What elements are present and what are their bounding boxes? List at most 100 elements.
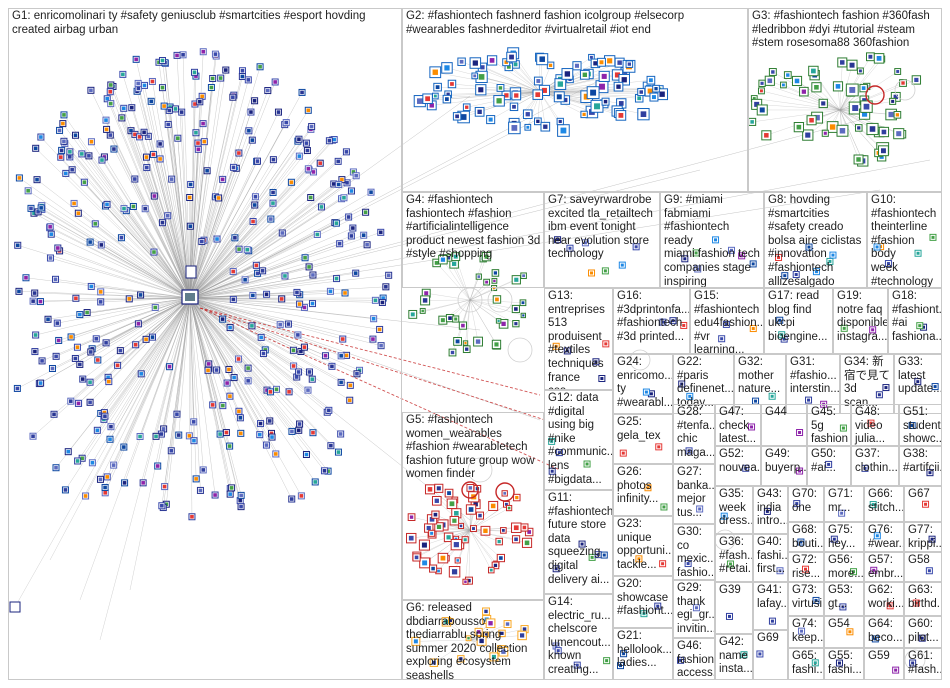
- edge-line: [159, 143, 191, 299]
- node-icon: [493, 271, 498, 275]
- group-label-g21: G21: hellolook... ladies...: [617, 630, 672, 670]
- edge-line: [189, 292, 297, 299]
- group-cell-g11: G11: #fashiontech future store data sque…: [544, 490, 613, 594]
- node-icon: [637, 557, 641, 561]
- node-icon: [105, 96, 110, 101]
- node-icon: [862, 98, 867, 103]
- group-label-g42: G42: name insta...: [719, 636, 753, 676]
- node-icon: [160, 220, 165, 225]
- group-label-g36: G36: #fash... #retai...: [719, 536, 753, 576]
- node-icon: [729, 248, 733, 252]
- node-icon: [205, 168, 209, 173]
- node-icon: [752, 97, 756, 100]
- group-cell-g7: G7: saveyrwardrobe excited tla_retailtec…: [544, 192, 660, 288]
- node-icon: [468, 507, 474, 512]
- node-icon: [70, 167, 74, 172]
- node-icon: [596, 553, 600, 557]
- node-icon: [868, 54, 873, 59]
- edge-line: [469, 529, 492, 571]
- group-label-g48: G48: video julia...: [855, 406, 886, 446]
- node-icon: [431, 566, 435, 571]
- node-icon: [227, 367, 231, 372]
- node-icon: [88, 240, 92, 244]
- node-icon: [112, 147, 116, 151]
- node-icon: [634, 245, 638, 249]
- node-icon: [291, 364, 296, 368]
- node-icon: [507, 506, 511, 510]
- node-icon: [646, 486, 650, 490]
- edge-line: [189, 297, 325, 471]
- edge-line: [55, 279, 191, 299]
- edge-line: [100, 297, 191, 303]
- node-icon: [446, 256, 451, 260]
- node-icon: [379, 343, 383, 348]
- node-icon: [56, 338, 61, 343]
- node-icon: [340, 177, 344, 182]
- node-icon: [781, 83, 785, 87]
- group-cell-g42: G42: name insta...: [715, 634, 753, 680]
- node-icon: [78, 312, 82, 317]
- node-icon: [339, 380, 343, 385]
- edge-line: [189, 297, 260, 435]
- node-icon: [765, 509, 769, 513]
- node-icon: [62, 113, 66, 117]
- node-icon: [228, 492, 232, 496]
- node-icon: [409, 515, 414, 519]
- edge-line: [469, 299, 497, 301]
- node-icon: [206, 362, 211, 366]
- node-icon: [879, 245, 883, 249]
- node-icon: [827, 462, 831, 466]
- node-icon: [911, 661, 915, 665]
- group-cell-g4: G4: #fashiontech fashiontech #fashion #a…: [402, 192, 544, 288]
- group-cell-g71: G71: mr...: [824, 486, 864, 522]
- node-icon: [246, 366, 250, 370]
- group-label-g20: G20: showcase #fashiont...: [617, 578, 673, 618]
- edge-line: [454, 499, 471, 531]
- node-icon: [136, 81, 140, 86]
- node-icon: [251, 293, 255, 298]
- node-icon: [786, 73, 790, 77]
- node-icon: [98, 477, 103, 482]
- edge-line: [153, 154, 191, 299]
- edge-line: [469, 527, 517, 531]
- node-icon: [582, 112, 586, 117]
- node-icon: [754, 101, 760, 107]
- node-icon: [873, 637, 877, 641]
- node-icon: [311, 273, 315, 277]
- group-label-g77: G77: krippi...: [908, 524, 942, 550]
- node-icon: [671, 319, 675, 323]
- edge-line: [135, 59, 191, 299]
- node-icon: [122, 206, 126, 211]
- group-cell-g67: G67: [904, 486, 942, 522]
- edge-line: [189, 297, 343, 340]
- group-label-g73: G73: virtusi...: [792, 584, 823, 610]
- node-icon: [823, 131, 827, 135]
- edge-line: [189, 297, 333, 367]
- node-icon: [777, 255, 781, 259]
- group-cell-g77: G77: krippi...: [904, 522, 942, 552]
- node-icon: [185, 265, 197, 279]
- edge-line: [539, 79, 625, 93]
- group-cell-g53: G53: gt...: [824, 582, 864, 616]
- node-icon: [778, 569, 782, 573]
- node-icon: [286, 322, 291, 326]
- node-icon: [509, 54, 514, 60]
- node-icon: [918, 324, 922, 328]
- edge-line: [176, 297, 191, 415]
- node-icon: [564, 71, 571, 77]
- node-icon: [295, 290, 299, 295]
- group-cell-g39: G39: [715, 582, 753, 634]
- node-icon: [118, 348, 123, 353]
- node-icon: [590, 89, 597, 96]
- node-icon: [477, 109, 482, 115]
- edge-line: [36, 179, 191, 299]
- edge-line: [754, 98, 841, 111]
- node-icon: [258, 421, 263, 426]
- node-icon: [218, 432, 222, 436]
- edge-line: [469, 529, 497, 564]
- node-icon: [622, 652, 626, 656]
- group-cell-g5: G5: #fashiontech women_wearables #fashio…: [402, 412, 544, 600]
- node-icon: [371, 337, 375, 341]
- node-icon: [649, 392, 653, 396]
